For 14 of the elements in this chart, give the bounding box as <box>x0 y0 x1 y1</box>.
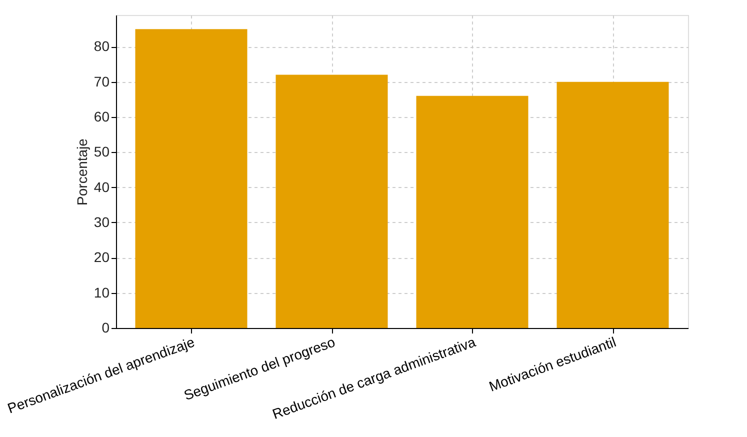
y-tick-label: 10 <box>94 284 110 300</box>
bar <box>276 74 388 328</box>
bar <box>556 82 669 328</box>
y-tick-label: 80 <box>94 38 110 54</box>
y-tick-label: 40 <box>94 178 110 195</box>
y-tick-label: 70 <box>94 73 110 90</box>
y-tick-label: 50 <box>94 144 110 160</box>
y-tick-label: 20 <box>94 249 110 266</box>
y-tick-label: 0 <box>102 320 110 336</box>
y-tick-label: 30 <box>94 214 110 230</box>
bar <box>416 96 528 328</box>
y-axis-title: Porcentaje <box>74 138 90 206</box>
bar <box>135 29 248 328</box>
y-tick-label: 60 <box>94 108 110 124</box>
